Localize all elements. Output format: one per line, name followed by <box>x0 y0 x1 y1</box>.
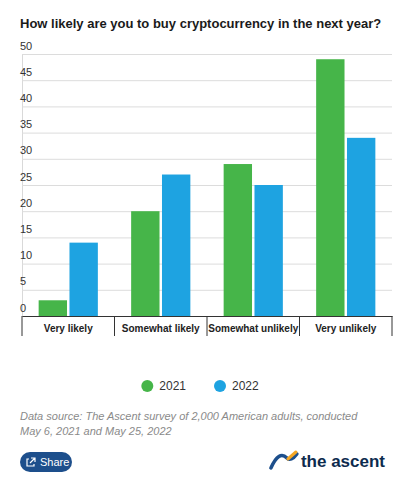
share-button-bg[interactable] <box>20 452 72 472</box>
bars <box>39 59 376 316</box>
bar <box>316 59 344 316</box>
y-tick-label: 5 <box>20 275 26 287</box>
chart: How likely are you to buy cryptocurrency… <box>0 0 400 481</box>
legend-label: 2022 <box>232 379 259 393</box>
bar <box>254 185 282 316</box>
series <box>69 138 375 316</box>
y-tick-label: 20 <box>20 197 32 209</box>
category-divider <box>22 316 23 336</box>
grid-line <box>22 54 392 55</box>
y-tick-label: 10 <box>20 249 32 261</box>
share-button[interactable]: Share <box>20 452 72 472</box>
category-divider <box>207 316 208 336</box>
y-tick-label: 35 <box>20 118 32 130</box>
x-tick: Somewhat likely <box>122 316 200 334</box>
category-divider <box>392 316 393 336</box>
title: How likely are you to buy cryptocurrency… <box>20 16 381 31</box>
x-tick-label: Somewhat likely <box>122 323 200 334</box>
y-tick-label: 25 <box>20 171 32 183</box>
bar <box>347 138 375 316</box>
share-label[interactable]: Share <box>40 456 69 468</box>
legend-item: 2021 <box>141 379 186 393</box>
y-tick: 50 <box>20 40 392 55</box>
y-tick-label: 15 <box>20 223 32 235</box>
y-tick-label: 40 <box>20 92 32 104</box>
x-tick: Somewhat unlikely <box>208 316 298 334</box>
series <box>39 59 345 316</box>
legend-item: 2022 <box>214 379 259 393</box>
y-tick-label: 0 <box>20 302 26 314</box>
category-divider <box>114 316 115 336</box>
y-tick-label: 45 <box>20 66 32 78</box>
bar <box>69 243 97 316</box>
y-axis: 0 5 10 15 20 25 30 35 40 45 50 <box>20 40 392 317</box>
bar <box>39 300 67 316</box>
logo-text: the ascent <box>301 452 385 471</box>
x-tick: Very likely <box>44 316 93 334</box>
x-tick: Very unlikely <box>315 316 377 334</box>
legend-swatch <box>214 380 226 392</box>
bar <box>162 175 190 316</box>
legend-swatch <box>141 380 153 392</box>
share-icon[interactable] <box>27 458 35 466</box>
x-tick-label: Somewhat unlikely <box>208 323 298 334</box>
x-tick-label: Very unlikely <box>315 323 377 334</box>
logo: the ascent <box>271 452 385 471</box>
y-tick-label: 50 <box>20 40 32 52</box>
bar <box>224 164 252 316</box>
bar <box>131 211 159 316</box>
source-note: Data source: The Ascent survey of 2,000 … <box>20 410 360 437</box>
logo-icon-accent <box>288 452 296 459</box>
legend-label: 2021 <box>159 379 186 393</box>
y-tick-label: 30 <box>20 144 32 156</box>
x-tick-label: Very likely <box>44 323 93 334</box>
category-divider <box>299 316 300 336</box>
legend: 2021 2022 <box>141 379 259 393</box>
